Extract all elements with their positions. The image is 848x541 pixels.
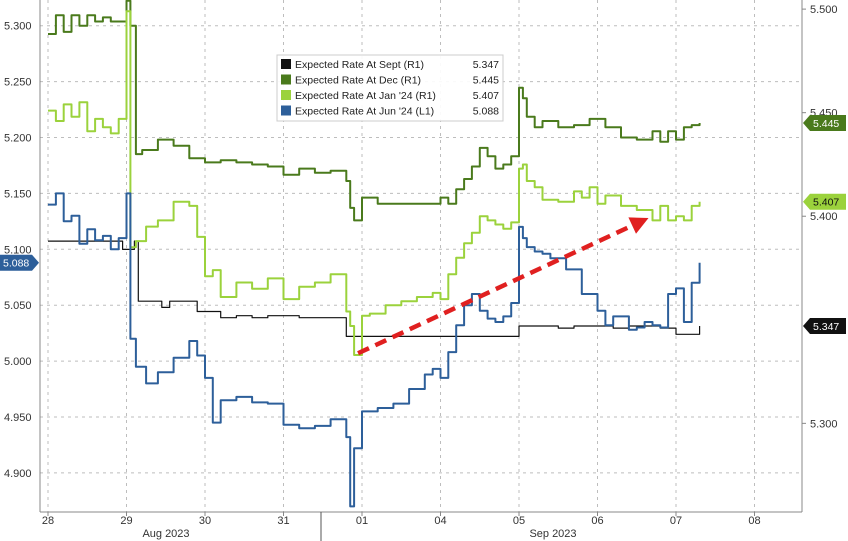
x-tick-label: 30 (199, 515, 211, 527)
series-line-1 (48, 0, 701, 222)
x-tick-label: 05 (513, 515, 525, 527)
legend-name: Expected Rate At Jun '24 (L1) (295, 106, 434, 118)
x-tick-label: 28 (42, 515, 54, 527)
left-axis-ticks: 4.900 4.950 5.000 5.050 5.100 5.150 5.200 5.250… (4, 21, 32, 480)
left-tick-label: 5.200 (4, 133, 32, 145)
x-tick-label: 07 (670, 515, 682, 527)
trend-arrow (357, 217, 649, 356)
legend-value: 5.088 (473, 106, 499, 118)
legend: Expected Rate At Sept (R1) 5.347Expected … (276, 54, 504, 122)
legend-name: Expected Rate At Sept (R1) (295, 59, 424, 71)
axes (39, 0, 803, 513)
tag-label: 5.347 (813, 321, 839, 333)
last-value-tag: 5.347 (803, 318, 846, 335)
legend-entry: Expected Rate At Sept (R1) 5.347 (281, 59, 499, 71)
legend-entry: Expected Rate At Jan '24 (R1) 5.407 (281, 90, 499, 102)
x-tick-label: 01 (356, 515, 368, 527)
tag-label: 5.088 (3, 258, 29, 270)
x-axis-ticks: 28 29 30 31 01 04 05 06 07 08 Aug 2023 Sep 2023 (42, 512, 761, 541)
legend-value: 5.347 (473, 59, 499, 71)
left-tick-label: 4.900 (4, 468, 32, 480)
arrow-shaft (357, 223, 634, 356)
x-tick-label: 08 (748, 515, 760, 527)
legend-swatch (281, 59, 291, 69)
x-tick-label: 06 (591, 515, 603, 527)
tag-box (803, 193, 846, 210)
month-label: Aug 2023 (142, 528, 189, 540)
right-tick-label: 5.300 (810, 418, 838, 430)
legend-entry: Expected Rate At Dec (R1) 5.445 (281, 74, 499, 87)
legend-swatch (281, 105, 291, 116)
tag-box (803, 318, 846, 335)
legend-swatch (281, 90, 291, 100)
series-lines (48, 0, 701, 508)
left-tick-label: 5.150 (4, 188, 32, 200)
legend-swatch (281, 74, 291, 85)
left-tick-label: 5.300 (4, 21, 32, 33)
legend-box (276, 54, 504, 122)
left-tick-label: 5.050 (4, 300, 32, 312)
right-tick-label: 5.500 (810, 4, 838, 16)
month-label: Sep 2023 (529, 528, 576, 540)
legend-value: 5.407 (473, 90, 499, 102)
right-tick-label: 5.400 (810, 211, 838, 223)
arrow-head (628, 217, 649, 234)
series-line-3 (48, 192, 701, 508)
last-value-tags: 5.347 5.445 5.407 5.088 (0, 115, 846, 335)
legend-value: 5.445 (473, 75, 499, 87)
series-line-0 (48, 240, 701, 337)
x-tick-label: 31 (277, 515, 289, 527)
left-tick-label: 5.100 (4, 244, 32, 256)
last-value-tag: 5.088 (0, 254, 39, 271)
legend-name: Expected Rate At Dec (R1) (295, 75, 421, 87)
left-tick-label: 5.000 (4, 356, 32, 368)
left-tick-label: 4.950 (4, 412, 32, 424)
left-tick-label: 5.250 (4, 77, 32, 89)
last-value-tag: 5.407 (803, 193, 846, 210)
legend-name: Expected Rate At Jan '24 (R1) (295, 90, 436, 102)
last-value-tag: 5.445 (803, 115, 846, 132)
legend-entry: Expected Rate At Jun '24 (L1) 5.088 (281, 105, 499, 118)
x-tick-label: 04 (434, 515, 446, 527)
x-tick-label: 29 (120, 515, 132, 527)
tag-box (803, 115, 846, 132)
tag-label: 5.407 (813, 197, 839, 209)
tag-box (0, 254, 39, 271)
tag-label: 5.445 (813, 118, 839, 130)
